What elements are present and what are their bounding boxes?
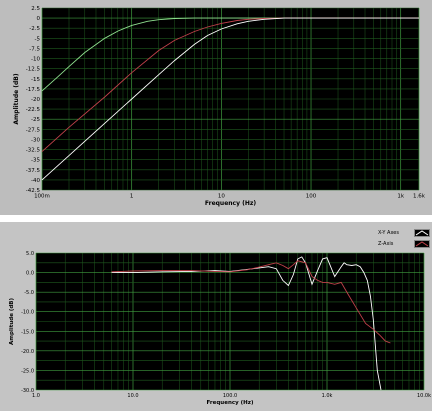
x-axis-label: Frequency (Hz) — [207, 400, 254, 406]
y-tick-label: -15.0 — [21, 329, 34, 335]
y-tick-label: -12.5 — [26, 67, 41, 73]
y-tick-label: -27.5 — [26, 127, 41, 133]
x-tick-label: 1k — [397, 194, 404, 200]
y-tick-label: 0.0 — [26, 271, 34, 277]
y-tick-label: -37.5 — [26, 168, 41, 174]
y-tick-label: 5.0 — [26, 251, 34, 257]
frequency-response-chart-bottom: 5.0 0.0 -5.0 -10.0 -15.0 -20.0 -25.0 -30.01.0 10… — [9, 251, 431, 406]
legend-item-xy-axes[interactable]: X-Y Axes — [370, 228, 432, 238]
y-tick-label: -15 — [31, 77, 40, 83]
x-tick-label: 100m — [34, 194, 50, 200]
y-tick-label: -35 — [31, 158, 40, 164]
bottom-graph-panel: 5.0 0.0 -5.0 -10.0 -15.0 -20.0 -25.0 -30.0 1.0 10… — [0, 222, 432, 411]
y-tick-label: -5 — [35, 36, 41, 42]
x-axis-label: Frequency (Hz) — [205, 200, 256, 207]
legend-swatch-xy-axes[interactable] — [414, 229, 430, 237]
x-tick-label: 10.0 — [127, 393, 138, 399]
y-tick-label: -7.5 — [29, 46, 40, 52]
legend-swatch-z-axis[interactable] — [414, 240, 430, 248]
y-tick-label: 2.5 — [31, 6, 40, 12]
x-tick-label: 100 — [306, 194, 317, 200]
x-tick-label: 1 — [130, 194, 134, 200]
legend-item-z-axis[interactable]: Z-Axis — [370, 239, 432, 249]
y-tick-label: -25 — [31, 117, 40, 123]
y-tick-label: -22.5 — [26, 107, 41, 113]
series-line-0 — [41, 17, 419, 92]
y-tick-label: 0 — [37, 16, 41, 22]
y-tick-label: -30.0 — [21, 388, 34, 394]
grid — [35, 252, 425, 391]
y-tick-label: -10 — [31, 57, 40, 63]
y-tick-label: -5.0 — [24, 290, 34, 296]
x-tick-label: 10.0k — [417, 393, 431, 399]
series-line-1 — [111, 260, 391, 344]
y-tick-label: -25.0 — [21, 368, 34, 374]
x-tick-label: 1.0k — [322, 393, 333, 399]
y-axis-label: Amplitude (dB) — [9, 298, 15, 345]
y-axis-label: Amplitude (dB) — [13, 73, 20, 125]
y-tick-label: -2.5 — [29, 26, 40, 32]
frequency-response-chart-top: 2.5 0 -2.5 -5 -7.5 -10 -12.5 -15 -17.5 -20 -22.5 -2… — [13, 6, 426, 207]
y-tick-label: -20 — [31, 97, 40, 103]
x-tick-label: 100.0 — [223, 393, 237, 399]
y-tick-label: -32.5 — [26, 148, 41, 154]
x-tick-label: 1.0 — [32, 393, 40, 399]
grid — [41, 7, 420, 191]
top-graph-panel: 2.5 0 -2.5 -5 -7.5 -10 -12.5 -15 -17.5 -20 -22.5 -2… — [0, 0, 432, 215]
series-line-2 — [41, 17, 419, 181]
x-tick-label: 10 — [218, 194, 225, 200]
y-tick-label: -30 — [31, 137, 40, 143]
legend-label-z-axis: Z-Axis — [378, 241, 394, 247]
legend-label-xy-axes: X-Y Axes — [378, 230, 399, 236]
y-tick-label: -40 — [31, 178, 40, 184]
y-tick-label: -20.0 — [21, 349, 34, 355]
y-tick-label: -10.0 — [21, 310, 34, 316]
plot-legend[interactable]: X-Y Axes Z-Axis — [370, 228, 432, 250]
y-tick-label: -42.5 — [26, 188, 41, 194]
x-tick-label: 1.6k — [413, 194, 426, 200]
y-tick-label: -17.5 — [26, 87, 41, 93]
